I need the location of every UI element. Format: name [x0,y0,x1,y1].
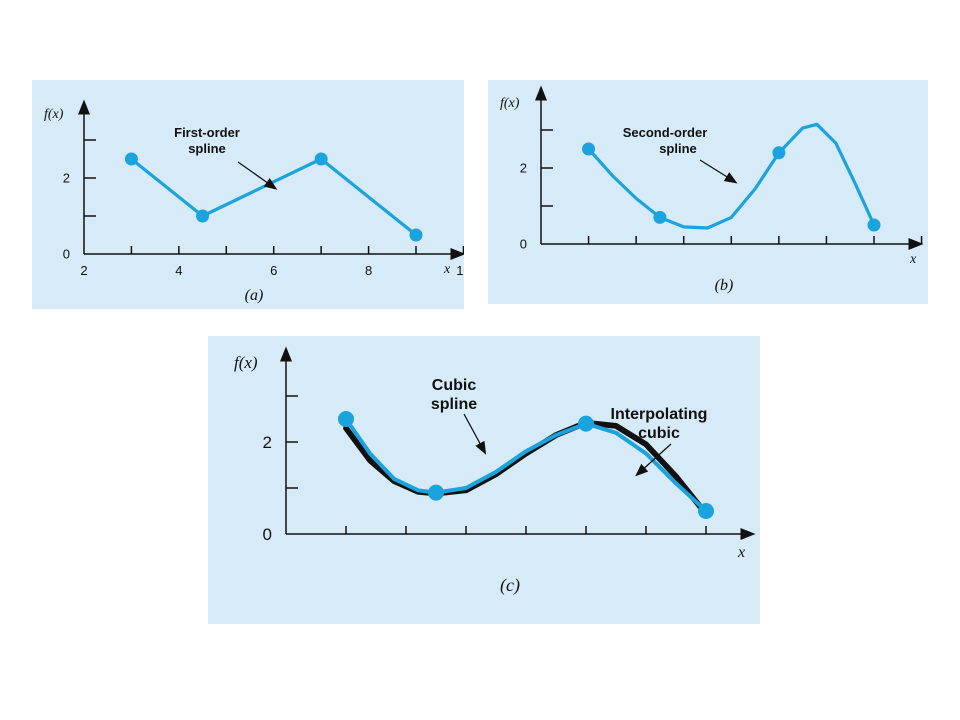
panel-label: (b) [715,277,734,294]
data-point [428,484,444,501]
chart-panel-b: f(x) x (b) Second-order spline 0 2 [488,80,928,304]
chart-panel-c: f(x) x (c) Cubic spline Interpolating cu… [208,336,760,624]
annotation-arrow [635,443,672,477]
data-point [772,146,786,160]
y-axis-label: f(x) [44,107,64,122]
x-axis-label: x [737,544,745,561]
annotation-line-2: cubic [638,425,680,442]
y-tick-label: 2 [63,171,70,186]
chart-c: f(x) x (c) Cubic spline Interpolating cu… [234,346,756,596]
data-point [582,142,596,156]
series-line [344,417,708,513]
data-point [578,415,594,432]
chart-panel-a: f(x) x (a) First-order spline 24681002 [32,80,464,309]
data-point [338,411,354,427]
annotation-arrow [237,161,278,190]
series-line [587,122,876,230]
data-point [409,228,423,242]
y-tick-label: 2 [263,433,272,452]
annotation-line-1: Cubic [432,377,477,394]
x-tick-label: 4 [175,263,182,278]
chart-b: f(x) x (b) Second-order spline 0 2 [500,85,924,294]
data-point [124,152,138,166]
data-point [867,218,881,232]
y-tick-label: 0 [263,525,272,544]
panel-label: (a) [245,287,264,304]
x-axis-label: x [909,252,917,267]
annotation-line-2: spline [431,396,477,413]
x-tick-label: 10 [456,263,464,278]
annotation-line-2: spline [188,141,226,156]
data-point [314,152,328,166]
series-line [129,157,418,237]
y-tick-label: 2 [520,161,527,176]
panel-label: (c) [500,575,520,596]
x-tick-label: 6 [270,263,277,278]
y-tick-label: 0 [63,247,70,262]
data-point [653,210,667,224]
annotation-arrow [463,413,487,455]
annotation-line-2: spline [659,141,697,156]
annotation-line-1: Interpolating [611,406,708,423]
annotation-line-1: Second-order [623,125,708,140]
x-tick-label: 8 [365,263,372,278]
y-axis-label: f(x) [500,96,520,111]
x-axis-label: x [443,262,451,277]
chart-a: f(x) x (a) First-order spline 24681002 [44,99,464,304]
y-tick-label: 0 [520,237,527,252]
y-axis-label: f(x) [234,353,258,372]
annotation-arrow [699,159,738,184]
data-point [196,209,210,223]
data-point [698,503,714,519]
annotation-line-1: First-order [174,125,240,140]
x-tick-label: 2 [80,263,87,278]
